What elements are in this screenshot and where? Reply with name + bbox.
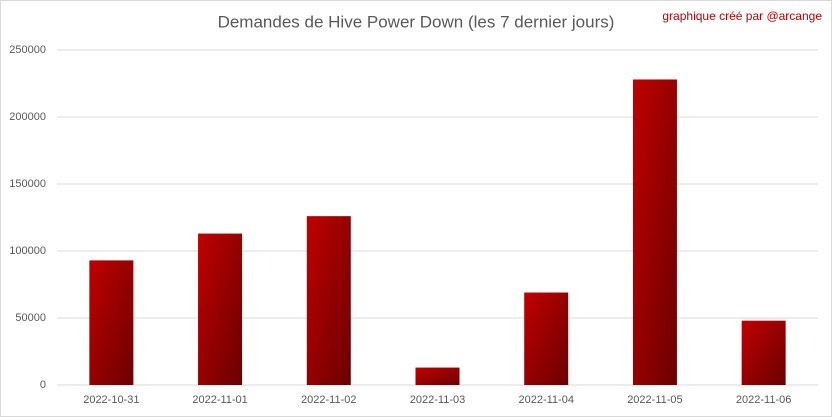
- x-tick-label: 2022-11-04: [518, 394, 573, 406]
- x-tick-label: 2022-11-05: [627, 394, 682, 406]
- bar: [306, 216, 351, 385]
- y-tick-label: 0: [40, 379, 46, 391]
- y-tick-label: 200000: [9, 111, 46, 123]
- bar: [632, 79, 677, 385]
- bar: [415, 367, 460, 385]
- annotation: graphique créé par @arcange: [662, 9, 822, 23]
- bar: [524, 292, 569, 385]
- x-tick-label: 2022-11-06: [736, 394, 791, 406]
- x-tick-label: 2022-11-02: [301, 394, 356, 406]
- y-tick-label: 50000: [15, 312, 46, 324]
- x-tick-label: 2022-10-31: [83, 394, 139, 406]
- bar: [89, 260, 134, 385]
- y-tick-label: 250000: [9, 44, 46, 56]
- x-tick-label: 2022-11-01: [192, 394, 247, 406]
- y-tick-label: 150000: [9, 178, 46, 190]
- chart-title: Demandes de Hive Power Down (les 7 derni…: [218, 12, 615, 31]
- bar: [198, 233, 243, 385]
- y-tick-label: 100000: [9, 245, 46, 257]
- x-tick-label: 2022-11-03: [410, 394, 465, 406]
- bar: [741, 320, 786, 385]
